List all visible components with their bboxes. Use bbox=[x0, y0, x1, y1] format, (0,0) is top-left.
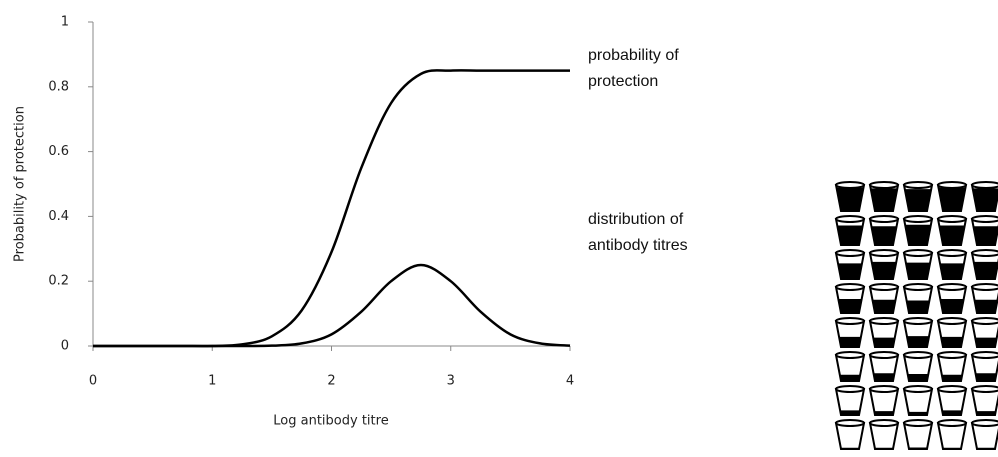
x-tick-label: 0 bbox=[89, 374, 97, 389]
cup-fill bbox=[838, 299, 861, 313]
cup-rim bbox=[972, 318, 998, 324]
cup-rim bbox=[836, 284, 864, 290]
cup-rim bbox=[836, 352, 864, 358]
cup-rim bbox=[972, 182, 998, 188]
cup-fill bbox=[872, 300, 895, 313]
y-tick-label: 0.6 bbox=[48, 144, 69, 159]
cup-rim bbox=[938, 386, 966, 392]
cup-rim bbox=[836, 182, 864, 188]
cup-rim bbox=[904, 386, 932, 392]
cup-rim bbox=[904, 352, 932, 358]
cup-fill bbox=[940, 299, 963, 313]
cup-rim bbox=[904, 250, 932, 256]
cup-fill bbox=[874, 373, 895, 381]
cup-fill bbox=[976, 373, 997, 381]
cup-rim bbox=[836, 386, 864, 392]
cup-rim bbox=[938, 284, 966, 290]
y-tick-label: 0.4 bbox=[48, 209, 69, 224]
cup-fill bbox=[838, 263, 862, 279]
cup-rim bbox=[870, 420, 898, 426]
cup-rim bbox=[904, 284, 932, 290]
cup-rim bbox=[870, 352, 898, 358]
x-tick-label: 1 bbox=[208, 374, 216, 389]
cup-rim bbox=[904, 216, 932, 222]
cup-rim bbox=[904, 318, 932, 324]
cup-fill bbox=[873, 338, 895, 347]
cup-rim bbox=[870, 318, 898, 324]
cup-fill bbox=[975, 338, 997, 347]
x-axis-label: Log antibody titre bbox=[273, 414, 388, 429]
cup-rim bbox=[836, 250, 864, 256]
cup-rim bbox=[870, 182, 898, 188]
cup-fill bbox=[839, 337, 861, 347]
y-tick-label: 0 bbox=[61, 339, 69, 354]
cup-rim bbox=[836, 420, 864, 426]
cup-rim bbox=[836, 318, 864, 324]
cup-fill bbox=[941, 337, 963, 347]
cup-fill bbox=[907, 336, 929, 347]
y-tick-label: 0.2 bbox=[48, 274, 69, 289]
y-tick-label: 0.8 bbox=[48, 79, 69, 94]
cup-rim bbox=[836, 216, 864, 222]
cup-rim bbox=[870, 250, 898, 256]
cup-rim bbox=[972, 352, 998, 358]
cup-grid bbox=[836, 182, 998, 449]
line bbox=[93, 70, 570, 346]
chart: Log antibody titre Probability of protec… bbox=[0, 0, 998, 457]
x-tick-label: 4 bbox=[566, 374, 574, 389]
cup-fill bbox=[940, 263, 964, 279]
cup-rim bbox=[870, 386, 898, 392]
cup-rim bbox=[870, 216, 898, 222]
cup-rim bbox=[972, 250, 998, 256]
cup-rim bbox=[938, 318, 966, 324]
cup-rim bbox=[870, 284, 898, 290]
cup-fill bbox=[907, 301, 930, 313]
cup-rim bbox=[938, 352, 966, 358]
page: Log antibody titre Probability of protec… bbox=[0, 0, 998, 457]
cup-rim bbox=[938, 182, 966, 188]
cup-rim bbox=[938, 420, 966, 426]
cup-fill bbox=[908, 374, 929, 381]
cup-rim bbox=[972, 420, 998, 426]
y-tick-label: 1 bbox=[61, 15, 69, 30]
cup-rim bbox=[972, 216, 998, 222]
cup-rim bbox=[904, 182, 932, 188]
x-tick-label: 2 bbox=[327, 374, 335, 389]
cup-rim bbox=[938, 216, 966, 222]
series-label: distribution of antibody titres bbox=[588, 207, 718, 259]
y-axis-label: Probability of protection bbox=[13, 106, 28, 262]
x-tick-label: 3 bbox=[447, 374, 455, 389]
cup-fill bbox=[974, 300, 997, 313]
series-label: probability of protection bbox=[588, 43, 718, 95]
cup-rim bbox=[972, 386, 998, 392]
cup-rim bbox=[938, 250, 966, 256]
cup-rim bbox=[904, 420, 932, 426]
line bbox=[93, 265, 570, 346]
cup-rim bbox=[972, 284, 998, 290]
